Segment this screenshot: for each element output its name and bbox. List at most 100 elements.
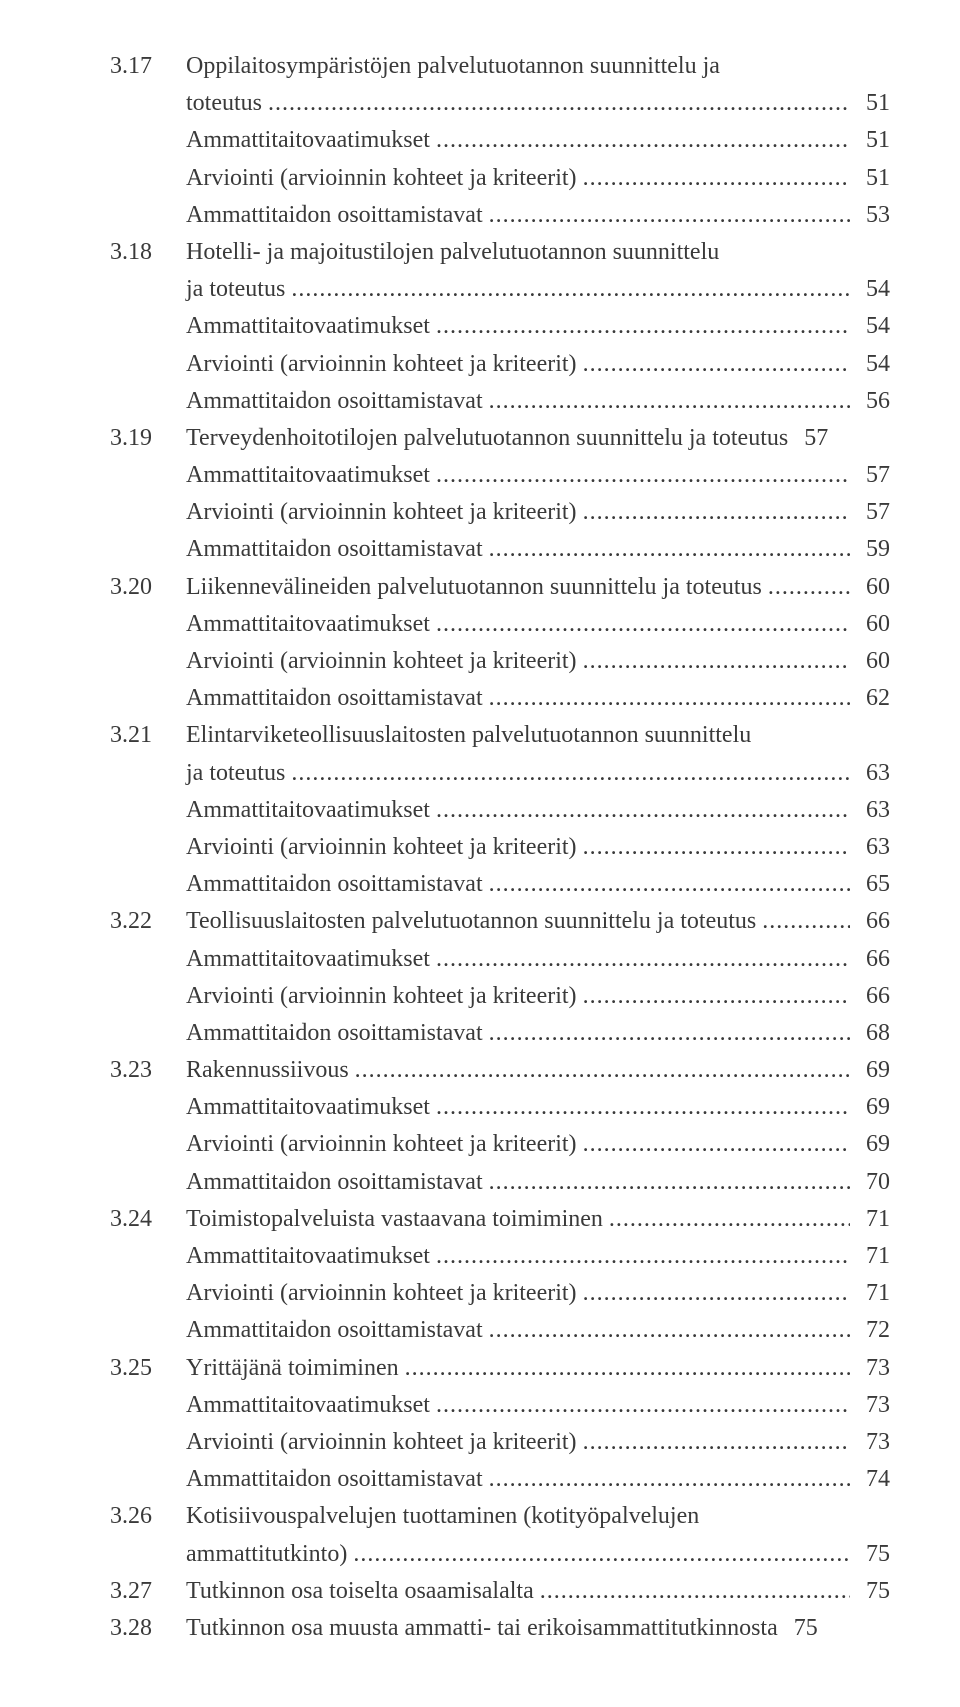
toc-row: Ammattitaitovaatimukset.................… [110, 606, 890, 643]
toc-leader-dots: ........................................… [540, 1573, 850, 1610]
toc-entry-page: 57 [794, 420, 828, 457]
toc-leader-dots: ........................................… [436, 122, 850, 159]
toc-entry-page: 69 [856, 1052, 890, 1089]
toc-leader-dots: ........................................… [583, 346, 850, 383]
toc-entry-title: Ammattitaitovaatimukset [186, 122, 430, 159]
toc-row: Arviointi (arvioinnin kohteet ja kriteer… [110, 494, 890, 531]
toc-entry-title: ja toteutus [186, 271, 285, 308]
toc-row: Ammattitaitovaatimukset.................… [110, 1089, 890, 1126]
toc-entry-title: Toimistopalveluista vastaavana toimimine… [186, 1201, 603, 1238]
toc-entry-number: 3.22 [110, 903, 186, 940]
toc-entry-number: 3.26 [110, 1498, 186, 1535]
toc-entry-title: Arviointi (arvioinnin kohteet ja kriteer… [186, 1424, 577, 1461]
toc-entry-number: 3.21 [110, 717, 186, 754]
toc-entry-title: Ammattitaidon osoittamistavat [186, 866, 483, 903]
toc-entry-title: Oppilaitosympäristöjen palvelutuotannon … [186, 48, 720, 85]
toc-entry-page: 53 [856, 197, 890, 234]
toc-entry-page: 54 [856, 308, 890, 345]
toc-leader-dots: ........................................… [489, 531, 850, 568]
toc-row: ammattitutkinto)........................… [110, 1536, 890, 1573]
toc-entry-title: Ammattitaidon osoittamistavat [186, 197, 483, 234]
toc-entry-title: Arviointi (arvioinnin kohteet ja kriteer… [186, 829, 577, 866]
toc-leader-dots: ........................................… [609, 1201, 850, 1238]
toc-entry-title: Ammattitaidon osoittamistavat [186, 531, 483, 568]
toc-entry-title: Yrittäjänä toimiminen [186, 1350, 399, 1387]
toc-row: 3.26Kotisiivouspalvelujen tuottaminen (k… [110, 1498, 890, 1535]
toc-leader-dots: ........................................… [436, 1387, 850, 1424]
toc-leader-dots: ........................................… [583, 829, 850, 866]
toc-row: 3.27Tutkinnon osa toiselta osaamisalalta… [110, 1573, 890, 1610]
toc-entry-page: 73 [856, 1424, 890, 1461]
toc-entry-page: 66 [856, 941, 890, 978]
toc-entry-page: 51 [856, 160, 890, 197]
toc-entry-title: Arviointi (arvioinnin kohteet ja kriteer… [186, 1275, 577, 1312]
toc-leader-dots: ........................................… [583, 643, 850, 680]
toc-entry-page: 62 [856, 680, 890, 717]
toc-entry-title: Ammattitaidon osoittamistavat [186, 1461, 483, 1498]
toc-leader-dots: ........................................… [405, 1350, 850, 1387]
toc-entry-title: ammattitutkinto) [186, 1536, 347, 1573]
toc-entry-title: Rakennussiivous [186, 1052, 349, 1089]
toc-row: Arviointi (arvioinnin kohteet ja kriteer… [110, 978, 890, 1015]
toc-entry-number: 3.24 [110, 1201, 186, 1238]
toc-entry-title: Ammattitaitovaatimukset [186, 792, 430, 829]
toc-row: ja toteutus.............................… [110, 755, 890, 792]
toc-entry-title: Ammattitaitovaatimukset [186, 457, 430, 494]
toc-row: Ammattitaidon osoittamistavat...........… [110, 531, 890, 568]
toc-entry-title: Ammattitaidon osoittamistavat [186, 680, 483, 717]
toc-entry-number: 3.28 [110, 1610, 186, 1647]
toc-row: Arviointi (arvioinnin kohteet ja kriteer… [110, 1126, 890, 1163]
toc-leader-dots: ........................................… [436, 1238, 850, 1275]
toc-entry-title: Ammattitaidon osoittamistavat [186, 383, 483, 420]
toc-row: 3.23Rakennussiivous.....................… [110, 1052, 890, 1089]
toc-entry-page: 57 [856, 457, 890, 494]
toc-leader-dots: ........................................… [768, 569, 850, 606]
toc-entry-page: 63 [856, 792, 890, 829]
toc-row: 3.17Oppilaitosympäristöjen palvelutuotan… [110, 48, 890, 85]
toc-entry-page: 72 [856, 1312, 890, 1349]
toc-entry-title: Terveydenhoitotilojen palvelutuotannon s… [186, 420, 788, 457]
toc-leader-dots: ........................................… [436, 792, 850, 829]
toc-entry-title: Tutkinnon osa muusta ammatti- tai erikoi… [186, 1610, 778, 1647]
toc-row: Ammattitaitovaatimukset.................… [110, 1387, 890, 1424]
toc-row: Ammattitaidon osoittamistavat...........… [110, 680, 890, 717]
toc-row: 3.18Hotelli- ja majoitustilojen palvelut… [110, 234, 890, 271]
toc-entry-page: 69 [856, 1089, 890, 1126]
toc-leader-dots: ........................................… [583, 1126, 850, 1163]
toc-leader-dots: ........................................… [583, 978, 850, 1015]
toc-leader-dots: ........................................… [436, 606, 850, 643]
toc-entry-page: 75 [856, 1573, 890, 1610]
toc-leader-dots: ........................................… [762, 903, 850, 940]
toc-leader-dots: ........................................… [436, 308, 850, 345]
toc-entry-number: 3.18 [110, 234, 186, 271]
toc-row: Arviointi (arvioinnin kohteet ja kriteer… [110, 643, 890, 680]
toc-entry-number: 3.19 [110, 420, 186, 457]
toc-row: Ammattitaidon osoittamistavat...........… [110, 1015, 890, 1052]
toc-row: Ammattitaidon osoittamistavat...........… [110, 383, 890, 420]
toc-leader-dots: ........................................… [489, 383, 850, 420]
toc-row: 3.20Liikennevälineiden palvelutuotannon … [110, 569, 890, 606]
toc-row: 3.19Terveydenhoitotilojen palvelutuotann… [110, 420, 890, 457]
toc-entry-title: Ammattitaidon osoittamistavat [186, 1312, 483, 1349]
toc-row: Ammattitaitovaatimukset.................… [110, 1238, 890, 1275]
toc-leader-dots: ........................................… [291, 271, 850, 308]
toc-entry-page: 60 [856, 606, 890, 643]
toc-entry-number: 3.23 [110, 1052, 186, 1089]
toc-entry-title: Arviointi (arvioinnin kohteet ja kriteer… [186, 1126, 577, 1163]
toc-row: Ammattitaitovaatimukset.................… [110, 122, 890, 159]
toc-entry-title: Tutkinnon osa toiselta osaamisalalta [186, 1573, 534, 1610]
toc-entry-number: 3.20 [110, 569, 186, 606]
toc-leader-dots: ........................................… [436, 1089, 850, 1126]
toc-leader-dots: ........................................… [489, 1164, 850, 1201]
toc-entry-page: 73 [856, 1350, 890, 1387]
toc-entry-page: 70 [856, 1164, 890, 1201]
toc-entry-page: 63 [856, 829, 890, 866]
toc-entry-title: Ammattitaitovaatimukset [186, 606, 430, 643]
toc-row: Ammattitaidon osoittamistavat...........… [110, 1312, 890, 1349]
toc-entry-page: 54 [856, 346, 890, 383]
toc-leader-dots: ........................................… [353, 1536, 850, 1573]
toc-row: Arviointi (arvioinnin kohteet ja kriteer… [110, 160, 890, 197]
toc-entry-page: 60 [856, 643, 890, 680]
toc-leader-dots: ........................................… [436, 941, 850, 978]
toc-leader-dots: ........................................… [355, 1052, 850, 1089]
